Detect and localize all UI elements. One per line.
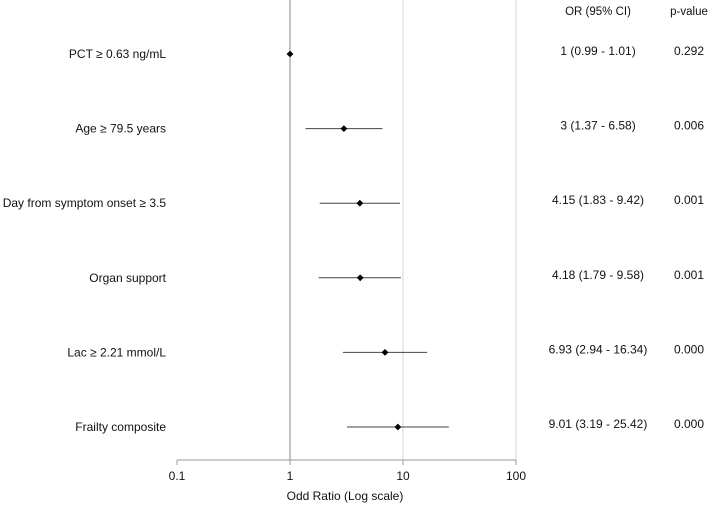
- forest-row: Frailty composite 9.01 (3.19 - 25.42) 0.00…: [75, 417, 704, 434]
- ci-column-header: OR (95% CI): [565, 6, 631, 18]
- ci-value: 4.18 (1.79 - 9.58): [552, 268, 644, 282]
- point-estimate: [394, 423, 402, 431]
- p-value: 0.001: [674, 268, 704, 282]
- p-value: 0.292: [674, 44, 704, 58]
- row-label: Lac ≥ 2.21 mmol/L: [67, 345, 166, 359]
- ci-value: 4.15 (1.83 - 9.42): [552, 193, 644, 207]
- row-label: Frailty composite: [75, 420, 166, 434]
- p-value: 0.006: [674, 119, 704, 133]
- point-estimate: [356, 199, 364, 207]
- ci-value: 6.93 (2.94 - 16.34): [549, 342, 648, 356]
- p-value-column-header: p-value: [670, 6, 708, 18]
- p-value: 0.000: [674, 342, 704, 356]
- x-tick-label: 0.1: [169, 469, 186, 483]
- point-estimate: [356, 274, 364, 282]
- forest-row: Day from symptom onset ≥ 3.5 4.15 (1.83 -…: [3, 193, 705, 210]
- row-label: Organ support: [89, 271, 166, 285]
- ci-value: 1 (0.99 - 1.01): [560, 44, 635, 58]
- forest-row: Lac ≥ 2.21 mmol/L 6.93 (2.94 - 16.34) 0.00…: [67, 342, 704, 359]
- forest-row: PCT ≥ 0.63 ng/mL 1 (0.99 - 1.01) 0.292: [69, 44, 704, 61]
- ci-value: 9.01 (3.19 - 25.42): [549, 417, 648, 431]
- gridlines: [289, 0, 517, 460]
- ci-value: 3 (1.37 - 6.58): [560, 119, 635, 133]
- x-axis-ticks: 0.1 1 10 100: [169, 460, 526, 483]
- point-estimate: [286, 50, 294, 58]
- point-estimate: [340, 125, 348, 132]
- forest-row: Age ≥ 79.5 years 3 (1.37 - 6.58) 0.006: [75, 119, 704, 136]
- x-tick-label: 100: [506, 469, 526, 483]
- row-label: Age ≥ 79.5 years: [75, 122, 166, 136]
- forest-rows: PCT ≥ 0.63 ng/mL 1 (0.99 - 1.01) 0.292 Age …: [3, 44, 705, 434]
- point-estimate: [381, 349, 389, 356]
- x-tick-label: 10: [396, 469, 410, 483]
- row-label: PCT ≥ 0.63 ng/mL: [69, 47, 166, 61]
- p-value: 0.000: [674, 417, 704, 431]
- x-tick-label: 1: [287, 469, 294, 483]
- forest-row: Organ support 4.18 (1.79 - 9.58) 0.001: [89, 268, 704, 285]
- row-label: Day from symptom onset ≥ 3.5: [3, 196, 167, 210]
- x-axis-label: Odd Ratio (Log scale): [287, 489, 404, 503]
- p-value: 0.001: [674, 193, 704, 207]
